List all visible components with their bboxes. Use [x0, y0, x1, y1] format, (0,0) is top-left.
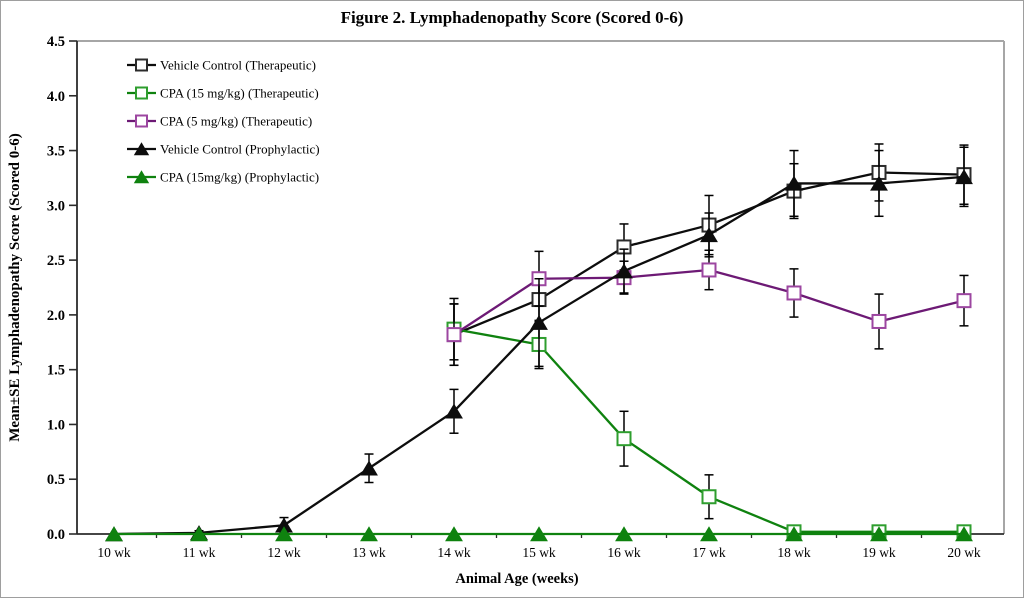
legend-item-cpa-15mg-kg-prophylactic: CPA (15mg/kg) (Prophylactic)	[127, 170, 319, 185]
marker-filled-triangle	[133, 170, 150, 184]
marker-filled-triangle	[785, 175, 803, 191]
y-tick-label: 2.0	[47, 308, 65, 324]
legend-item-vehicle-control-therapeutic: Vehicle Control (Therapeutic)	[127, 58, 316, 73]
marker-open-square	[701, 262, 717, 278]
marker-filled-triangle	[360, 526, 378, 542]
legend-label: CPA (15mg/kg) (Prophylactic)	[160, 170, 319, 185]
y-tick-label: 4.5	[47, 34, 65, 50]
legend-label: CPA (5 mg/kg) (Therapeutic)	[160, 114, 312, 129]
y-tick-label: 0.0	[47, 527, 65, 543]
marker-open-square	[135, 86, 148, 100]
marker-filled-triangle	[615, 263, 633, 279]
legend-label: Vehicle Control (Therapeutic)	[160, 58, 316, 73]
x-tick-label: 10 wk	[97, 545, 131, 560]
series-vehicle-control-prophylactic	[105, 146, 973, 542]
marker-filled-triangle	[955, 526, 973, 542]
marker-filled-triangle	[275, 526, 293, 542]
marker-open-square	[135, 114, 148, 128]
marker-filled-triangle	[700, 227, 718, 243]
marker-filled-triangle	[530, 526, 548, 542]
marker-open-square	[786, 285, 802, 301]
marker-filled-triangle	[870, 175, 888, 191]
y-tick-label: 2.5	[47, 253, 65, 269]
marker-filled-triangle	[445, 526, 463, 542]
marker-filled-triangle	[530, 314, 548, 330]
x-tick-label: 18 wk	[777, 545, 811, 560]
marker-filled-triangle	[105, 526, 123, 542]
marker-filled-triangle	[700, 526, 718, 542]
legend: Vehicle Control (Therapeutic) CPA (15 mg/…	[127, 58, 320, 185]
marker-filled-triangle	[190, 526, 208, 542]
x-tick-label: 11 wk	[183, 545, 216, 560]
error-bars-vehicle-control-prophylactic	[194, 146, 969, 536]
series-cpa-5-mg-kg-therapeutic	[446, 249, 972, 367]
y-tick-label: 3.0	[47, 198, 65, 214]
legend-item-cpa-5-mg-kg-therapeutic: CPA (5 mg/kg) (Therapeutic)	[127, 114, 312, 129]
x-tick-label: 17 wk	[692, 545, 726, 560]
y-tick-label: 4.0	[47, 89, 65, 105]
x-axis-title: Animal Age (weeks)	[455, 571, 578, 587]
marker-filled-triangle	[955, 169, 973, 185]
marker-open-square	[135, 58, 148, 72]
x-tick-label: 12 wk	[267, 545, 301, 560]
marker-open-square	[616, 431, 632, 447]
series-cpa-15mg-kg-prophylactic	[105, 526, 973, 542]
marker-filled-triangle	[360, 460, 378, 476]
marker-open-square	[701, 489, 717, 505]
marker-open-square	[871, 313, 887, 329]
series-cpa-15-mg-kg-therapeutic	[446, 297, 972, 540]
y-tick-label: 1.5	[47, 363, 65, 379]
marker-filled-triangle	[785, 526, 803, 542]
y-axis: 0.0 0.5 1.0 1.5 2.0 2.5 3.0 3.5 4.0 4.5	[47, 34, 78, 543]
y-tick-label: 3.5	[47, 144, 65, 160]
marker-filled-triangle	[615, 526, 633, 542]
marker-filled-triangle	[133, 142, 150, 156]
x-tick-label: 15 wk	[522, 545, 556, 560]
plot-frame	[77, 40, 1005, 534]
y-axis-title: Mean±SE Lymphadenopathy Score (Scored 0-…	[7, 133, 23, 442]
x-tick-label: 14 wk	[437, 545, 471, 560]
x-tick-label: 20 wk	[947, 545, 981, 560]
marker-filled-triangle	[445, 403, 463, 419]
chart-title: Figure 2. Lymphadenopathy Score (Scored …	[340, 8, 684, 27]
marker-open-square	[446, 327, 462, 343]
error-bars-cpa-15-mg-kg-therapeutic	[449, 297, 714, 520]
marker-open-square	[956, 293, 972, 309]
marker-filled-triangle	[870, 526, 888, 542]
x-tick-label: 16 wk	[607, 545, 641, 560]
legend-item-vehicle-control-prophylactic: Vehicle Control (Prophylactic)	[127, 142, 320, 157]
legend-label: CPA (15 mg/kg) (Therapeutic)	[160, 86, 319, 101]
y-tick-label: 0.5	[47, 472, 65, 488]
y-tick-label: 1.0	[47, 417, 65, 433]
legend-label: Vehicle Control (Prophylactic)	[160, 142, 320, 157]
legend-item-cpa-15-mg-kg-therapeutic: CPA (15 mg/kg) (Therapeutic)	[127, 86, 319, 101]
x-tick-label: 19 wk	[862, 545, 896, 560]
x-tick-label: 13 wk	[352, 545, 386, 560]
